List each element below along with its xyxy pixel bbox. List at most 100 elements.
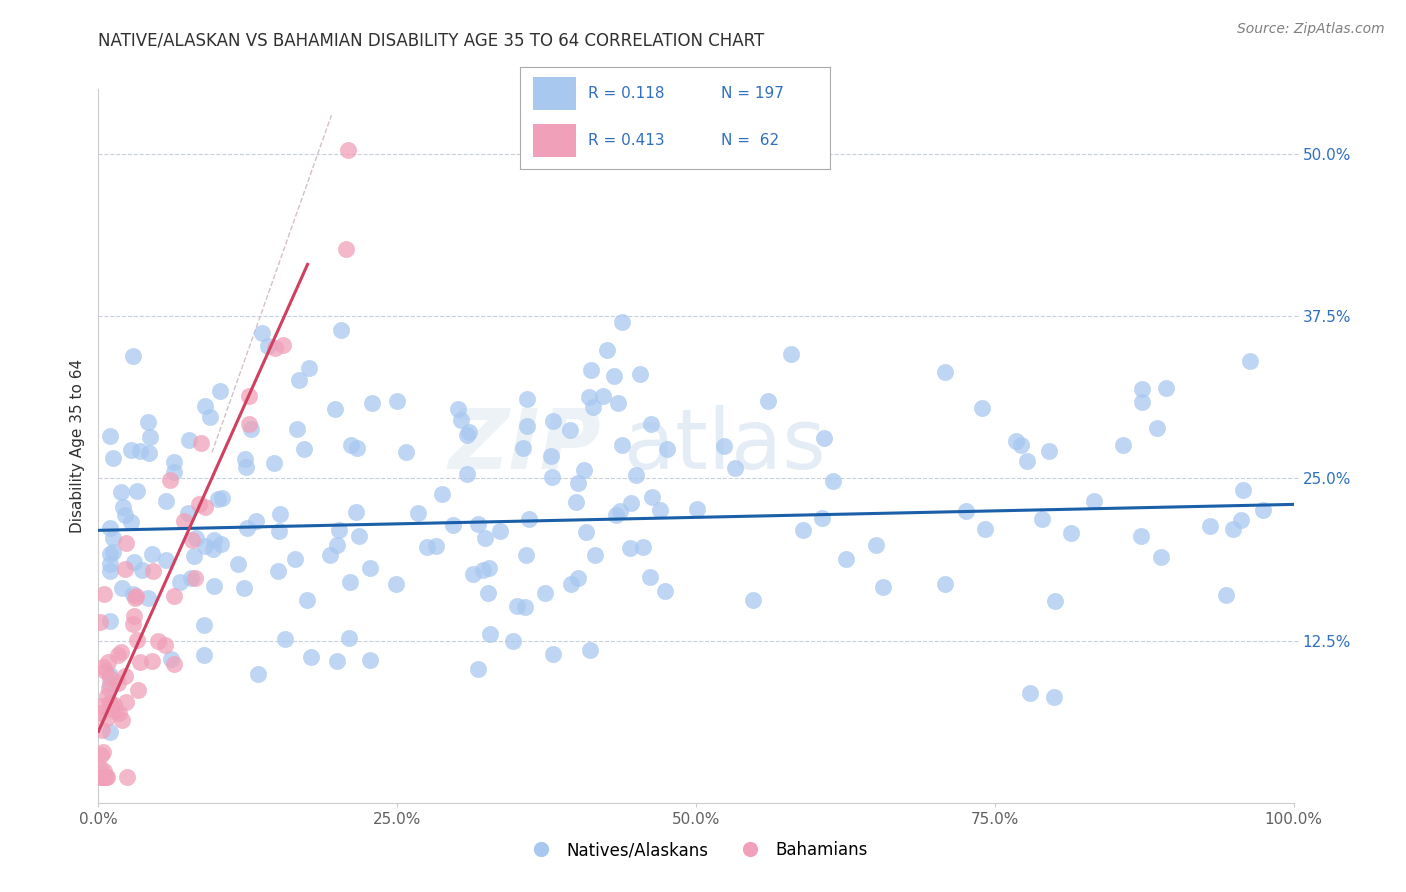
Point xyxy=(1031,512,1053,526)
Point xyxy=(292,442,315,456)
Point xyxy=(190,436,212,450)
Point xyxy=(155,493,177,508)
Point xyxy=(177,506,200,520)
Point xyxy=(93,770,115,784)
Point xyxy=(121,587,143,601)
Point xyxy=(194,539,217,553)
Point xyxy=(98,429,122,443)
Point xyxy=(572,463,595,477)
Point xyxy=(267,524,290,539)
Point xyxy=(247,666,270,681)
Point xyxy=(619,541,641,556)
Point xyxy=(110,645,132,659)
Point xyxy=(232,581,254,595)
Point xyxy=(641,490,664,504)
Point xyxy=(583,548,606,562)
Point xyxy=(872,580,894,594)
Point xyxy=(330,323,353,337)
Point xyxy=(111,713,134,727)
Point xyxy=(108,706,131,720)
Point xyxy=(159,652,181,666)
Point xyxy=(146,634,169,648)
Bar xyxy=(533,124,576,157)
Point xyxy=(208,384,231,399)
Point xyxy=(346,441,368,455)
Point xyxy=(540,449,562,463)
Point xyxy=(141,654,163,668)
Point xyxy=(955,504,977,518)
Point xyxy=(347,529,370,543)
Point xyxy=(578,643,600,657)
Point xyxy=(274,632,297,647)
Point xyxy=(211,491,233,505)
Text: Source: ZipAtlas.com: Source: ZipAtlas.com xyxy=(1237,22,1385,37)
Point xyxy=(89,698,111,713)
Point xyxy=(406,506,429,520)
Point xyxy=(101,531,124,545)
Point xyxy=(582,400,605,414)
Point xyxy=(96,711,118,725)
Point xyxy=(1222,522,1244,536)
Point xyxy=(602,368,624,383)
Point xyxy=(193,618,215,632)
Point xyxy=(973,522,995,536)
Point xyxy=(560,423,582,437)
Point xyxy=(93,586,115,600)
Point xyxy=(103,698,125,712)
Point xyxy=(624,468,647,483)
Point xyxy=(139,430,162,444)
Point xyxy=(756,393,779,408)
Point xyxy=(628,367,651,381)
Point xyxy=(120,515,142,529)
Point xyxy=(238,389,260,403)
Point xyxy=(441,518,464,533)
Point xyxy=(114,561,136,575)
Point xyxy=(114,508,136,522)
Point xyxy=(425,539,447,553)
Point xyxy=(124,555,146,569)
Point xyxy=(125,484,148,499)
Point xyxy=(1149,550,1171,565)
Point xyxy=(457,425,479,439)
Text: R = 0.413: R = 0.413 xyxy=(588,133,665,148)
Point xyxy=(180,571,202,585)
Point xyxy=(245,514,267,528)
Point xyxy=(257,339,280,353)
Point xyxy=(450,413,472,427)
Point xyxy=(467,663,489,677)
Point xyxy=(127,683,149,698)
Point xyxy=(98,724,122,739)
Point xyxy=(112,500,135,514)
Point xyxy=(98,671,121,685)
Point xyxy=(263,456,285,470)
Point xyxy=(579,363,602,377)
Point xyxy=(104,704,127,718)
Point xyxy=(609,504,631,518)
Text: ZIP: ZIP xyxy=(447,406,600,486)
Point xyxy=(163,657,186,671)
Point xyxy=(226,557,249,571)
Point xyxy=(780,347,803,361)
Legend: Natives/Alaskans, Bahamians: Natives/Alaskans, Bahamians xyxy=(517,835,875,866)
Point xyxy=(605,508,627,523)
Point xyxy=(90,723,112,738)
Point xyxy=(1229,513,1251,527)
Point xyxy=(467,516,489,531)
Point xyxy=(98,521,122,535)
Point xyxy=(344,505,367,519)
Point xyxy=(93,764,115,779)
Point xyxy=(136,591,159,606)
Point xyxy=(285,422,308,436)
Point xyxy=(1005,434,1028,449)
Point xyxy=(186,532,208,546)
Point xyxy=(89,770,111,784)
Point xyxy=(328,523,350,537)
Text: N =  62: N = 62 xyxy=(721,133,779,148)
Point xyxy=(638,570,661,584)
Point xyxy=(98,667,122,681)
Point xyxy=(1199,518,1222,533)
Point xyxy=(478,626,501,640)
Point xyxy=(972,401,994,415)
Point xyxy=(93,659,115,673)
Point xyxy=(89,770,111,784)
